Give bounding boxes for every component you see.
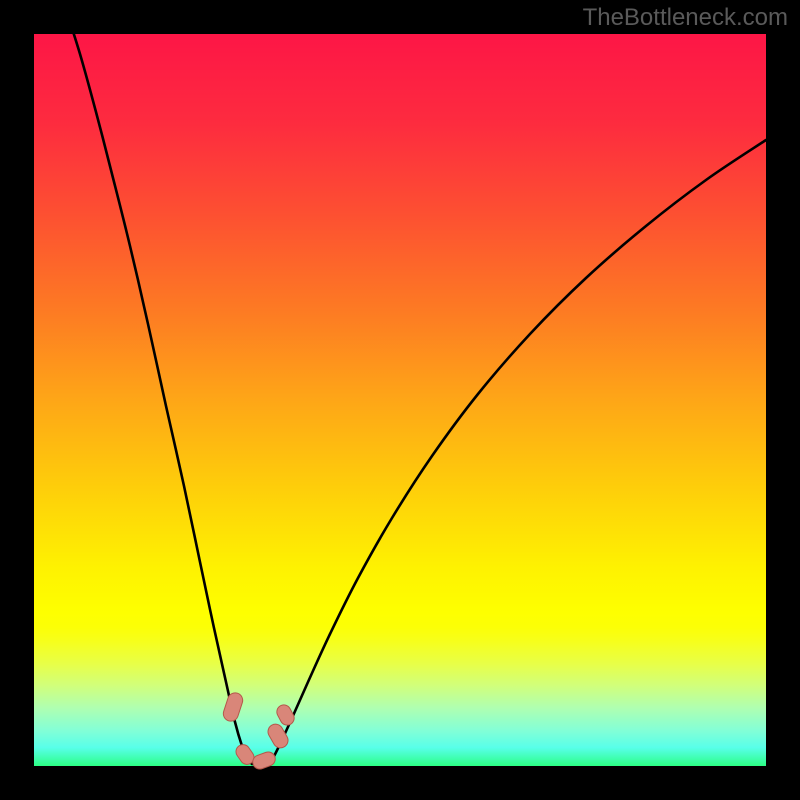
data-markers-group bbox=[34, 34, 766, 766]
data-marker bbox=[250, 749, 278, 771]
chart-root: { "canvas": { "width": 800, "height": 80… bbox=[0, 0, 800, 800]
watermark-text: TheBottleneck.com bbox=[583, 4, 788, 32]
data-marker bbox=[221, 690, 245, 723]
